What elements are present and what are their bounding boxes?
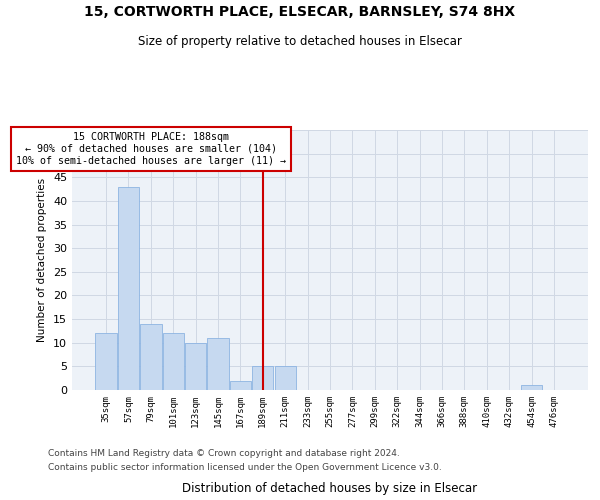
Text: Distribution of detached houses by size in Elsecar: Distribution of detached houses by size …	[182, 482, 478, 495]
Bar	[140, 324, 161, 390]
Bar	[118, 186, 139, 390]
Text: Size of property relative to detached houses in Elsecar: Size of property relative to detached ho…	[138, 35, 462, 48]
Text: Contains HM Land Registry data © Crown copyright and database right 2024.: Contains HM Land Registry data © Crown c…	[48, 448, 400, 458]
Bar	[521, 386, 542, 390]
Text: 15, CORTWORTH PLACE, ELSECAR, BARNSLEY, S74 8HX: 15, CORTWORTH PLACE, ELSECAR, BARNSLEY, …	[85, 5, 515, 19]
Bar	[230, 380, 251, 390]
Y-axis label: Number of detached properties: Number of detached properties	[37, 178, 47, 342]
Bar	[95, 334, 117, 390]
Bar	[252, 366, 274, 390]
Text: 15 CORTWORTH PLACE: 188sqm
← 90% of detached houses are smaller (104)
10% of sem: 15 CORTWORTH PLACE: 188sqm ← 90% of deta…	[16, 132, 286, 166]
Bar	[208, 338, 229, 390]
Bar	[163, 334, 184, 390]
Bar	[275, 366, 296, 390]
Text: Contains public sector information licensed under the Open Government Licence v3: Contains public sector information licen…	[48, 464, 442, 472]
Bar	[185, 342, 206, 390]
